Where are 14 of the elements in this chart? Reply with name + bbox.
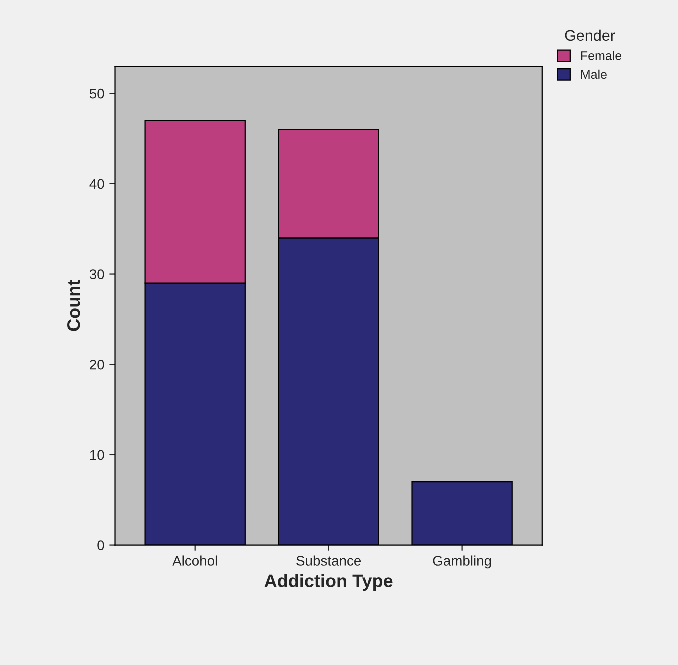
legend-label: Female [581, 51, 622, 60]
x-tick-label: Substance [296, 556, 362, 566]
x-axis-title: Addiction Type [264, 574, 393, 592]
y-tick-label: 40 [90, 179, 104, 190]
y-tick-label: 50 [90, 88, 104, 99]
y-tick-label: 20 [90, 360, 104, 370]
y-tick-label: 10 [90, 450, 104, 460]
y-tick-label: 0 [98, 540, 104, 550]
legend-label: Male [581, 70, 607, 80]
legend-title: Gender [565, 30, 616, 42]
x-tick-label: Gambling [433, 556, 492, 569]
y-tick-label: 30 [90, 270, 104, 280]
x-tick-label: Alcohol [172, 556, 218, 566]
y-axis-title: Count [67, 280, 80, 332]
